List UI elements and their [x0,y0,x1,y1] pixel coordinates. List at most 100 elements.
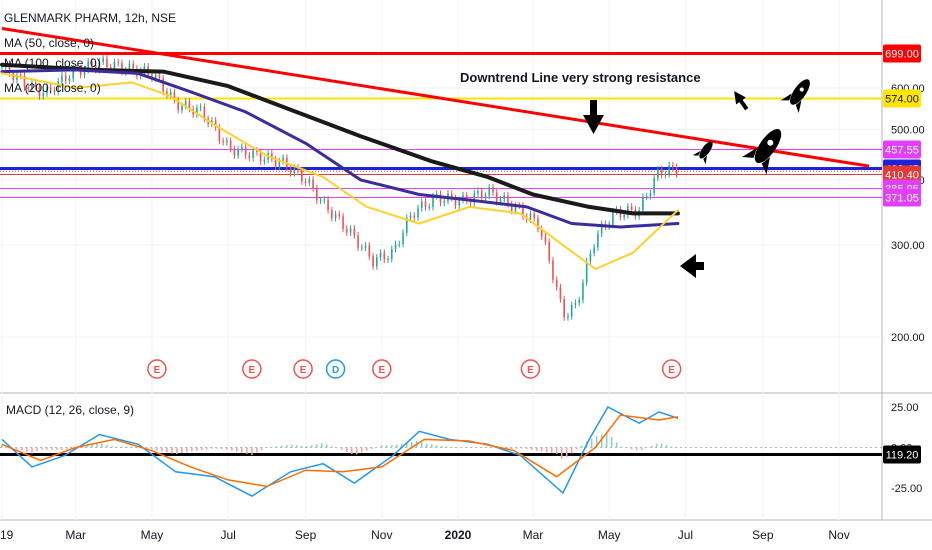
macd-histogram-bar [565,447,568,458]
x-tick-label: Nov [828,528,849,542]
candle-body [394,244,397,249]
macd-pane[interactable] [0,395,882,520]
candle-body [23,75,26,88]
event-marker-label: E [154,365,161,376]
candle-body [61,75,63,82]
macd-histogram-bar [316,444,318,448]
event-marker-label: E [527,365,534,376]
macd-histogram-bar [600,434,603,448]
macd-histogram-bar [490,447,493,448]
candle-body [158,74,161,79]
candle-body [143,66,146,71]
candle-body [578,300,580,303]
candle-body [271,153,273,160]
candle-body [121,62,123,73]
price-tick-label: 200.00 [891,332,925,344]
candle-body [507,195,509,205]
macd-histogram-bar [635,447,638,451]
macd-histogram-bar [605,433,608,448]
candle-body [203,106,206,119]
macd-histogram-bar [346,447,348,452]
macd-histogram-bar [116,446,118,448]
candle-body [31,82,33,89]
candle-body [297,167,299,170]
candle-body [675,167,678,175]
x-tick-label: Jul [678,528,693,542]
macd-histogram-bar [430,444,433,448]
candle-body [132,63,134,69]
candle-body [424,201,427,208]
candle-body [664,174,667,176]
macd-histogram-bar [550,447,553,454]
candle-body [27,87,30,89]
event-marker-label: E [300,365,307,376]
macd-histogram-bar [525,447,528,450]
macd-histogram-bar [231,447,233,451]
level-tag-label: 457.55 [885,145,919,157]
candle-body [53,90,56,92]
macd-histogram-bar [675,447,678,449]
event-marker [325,359,346,379]
x-tick-label: 2020 [445,528,472,542]
macd-histogram-bar [236,447,238,452]
macd-histogram-bar [356,447,358,455]
macd-histogram-bar [66,447,68,450]
candle-body [346,228,348,233]
candle-body [218,127,221,141]
left-arrow-icon [680,254,704,278]
macd-histogram-bar [610,437,613,448]
macd-histogram-bar [226,447,228,450]
candle-body [672,165,674,168]
macd-histogram-bar [106,444,108,448]
event-marker [242,359,262,379]
macd-histogram-bar [395,444,398,448]
candle-body [582,282,584,301]
macd-histogram-bar [36,447,38,452]
candle-body [241,146,243,150]
candle-body [214,120,217,128]
macd-histogram-bar [306,446,308,448]
macd-histogram-bar [385,445,388,448]
candle-body [537,218,539,229]
candle-body [169,91,172,96]
macd-histogram-bar [645,447,648,448]
candle-body [552,260,554,280]
candle-body [289,167,292,174]
candle-body [49,87,52,91]
legend-ma50: MA (50, close, 0) [4,36,94,50]
level-tag [883,44,921,63]
candle-body [64,75,67,81]
candle-body [304,181,307,183]
candle-body [151,74,153,79]
event-marker-label: E [378,365,385,376]
macd-histogram-bar [1,444,3,448]
candle-body [282,157,284,162]
candle-body [327,199,329,211]
candle-body [383,252,386,260]
macd-histogram-bar [296,445,298,448]
candle-body [184,101,187,107]
candle-body [364,245,367,248]
candle-body [263,159,266,162]
event-marker [520,359,541,379]
candle-body [623,215,625,218]
chart-title: GLENMARK PHARM, 12h, NSE [4,11,176,25]
candle-body [563,299,565,318]
x-tick-label: 19 [0,528,14,542]
candle-body [177,100,179,111]
macd-histogram-bar [216,447,218,449]
macd-histogram-bar [475,447,478,448]
candle-body [83,70,86,75]
down-arrow-icon [583,100,604,134]
level-tag-label: 574.00 [885,94,919,106]
candle-body [559,287,562,300]
macd-histogram-bar [111,446,113,448]
macd-histogram-bar [221,447,223,450]
downtrend-line [1,27,870,168]
candle-body [301,169,303,182]
candle-body [529,213,532,220]
macd-histogram-bar [26,447,28,453]
macd-histogram-bar [91,444,93,448]
